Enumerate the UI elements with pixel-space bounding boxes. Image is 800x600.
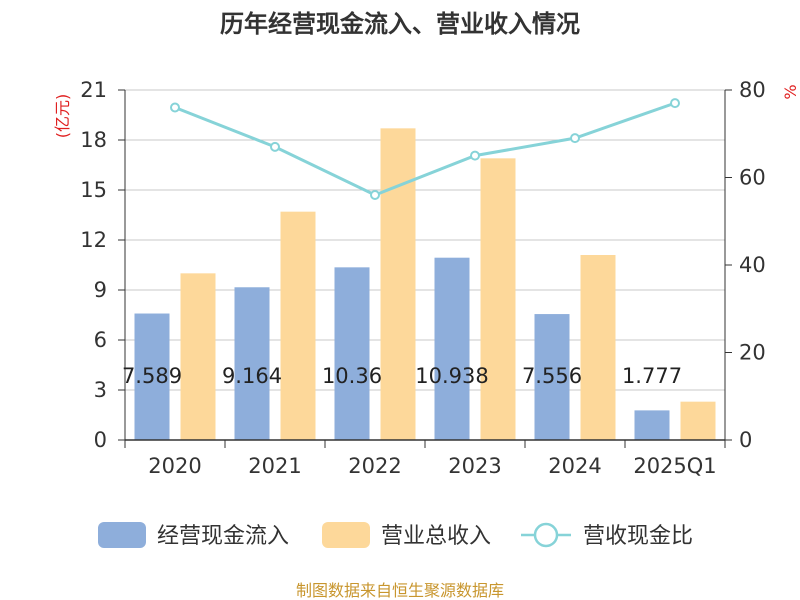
x-tick-label: 2020 — [148, 454, 201, 478]
y-right-unit-label: % — [781, 84, 800, 99]
bars — [134, 128, 716, 441]
bar-cash-inflow — [534, 314, 570, 440]
bar-revenue — [280, 211, 316, 440]
x-tick-label: 2023 — [448, 454, 501, 478]
bar-cash-inflow — [634, 410, 670, 440]
line-series — [170, 98, 680, 200]
axes: 0 3 6 9 12 15 18 21 0 20 40 60 80 2020 2021 2022 2023 202… — [80, 78, 765, 478]
y-right-tick-label: 60 — [739, 166, 766, 190]
legend-swatch-ratio-marker — [533, 522, 559, 548]
y-left-unit-label: (亿元) — [53, 94, 72, 139]
bar-revenue — [180, 273, 216, 440]
legend: 经营现金流入 营业总收入 营收现金比 — [98, 522, 693, 549]
data-label-cash-inflow: 10.36 — [322, 364, 382, 388]
y-left-tick-label: 18 — [80, 128, 107, 152]
y-left-tick-label: 6 — [94, 328, 107, 352]
bar-cash-inflow — [234, 287, 270, 440]
data-labels: 7.589 9.164 10.36 10.938 7.556 1.777 — [122, 364, 682, 388]
bar-revenue — [480, 158, 516, 441]
data-label-cash-inflow: 7.589 — [122, 364, 182, 388]
ratio-point — [670, 98, 680, 109]
x-tick-label: 2024 — [548, 454, 601, 478]
legend-label-ratio: 营收现金比 — [583, 524, 693, 549]
data-label-cash-inflow: 1.777 — [622, 364, 682, 388]
y-right-tick-label: 0 — [739, 428, 752, 452]
y-right-tick-label: 80 — [739, 78, 766, 102]
ratio-line — [174, 101, 676, 197]
legend-swatch-cash-inflow — [98, 522, 146, 548]
y-left-tick-label: 15 — [80, 178, 107, 202]
x-tick-label: 2025Q1 — [633, 454, 716, 478]
bar-cash-inflow — [434, 257, 470, 440]
x-tick-label: 2022 — [348, 454, 401, 478]
source-note: 制图数据来自恒生聚源数据库 — [296, 581, 504, 600]
y-left-tick-label: 9 — [94, 278, 107, 302]
ratio-point — [370, 190, 380, 200]
y-left-tick-label: 21 — [80, 78, 107, 102]
bar-cash-inflow — [134, 313, 170, 440]
data-label-cash-inflow: 9.164 — [222, 364, 282, 388]
legend-label-cash-inflow: 经营现金流入 — [157, 524, 289, 549]
y-left-tick-label: 3 — [94, 378, 107, 402]
ratio-point — [270, 141, 280, 152]
legend-label-revenue: 营业总收入 — [381, 524, 491, 549]
data-label-cash-inflow: 10.938 — [415, 364, 488, 388]
y-right-tick-label: 40 — [739, 253, 766, 277]
legend-swatch-revenue — [322, 522, 370, 548]
ratio-point — [170, 102, 180, 113]
y-left-tick-label: 12 — [80, 228, 107, 252]
gridlines — [125, 89, 725, 391]
y-left-tick-label: 0 — [94, 428, 107, 452]
bar-cash-inflow — [334, 267, 370, 440]
ratio-point — [470, 150, 480, 161]
data-label-cash-inflow: 7.556 — [522, 364, 582, 388]
bar-revenue — [680, 401, 716, 440]
ratio-point — [570, 133, 580, 144]
x-tick-label: 2021 — [248, 454, 301, 478]
chart-title: 历年经营现金流入、营业收入情况 — [220, 10, 580, 38]
bar-revenue — [580, 255, 616, 440]
bar-revenue — [380, 128, 416, 441]
y-right-tick-label: 20 — [739, 341, 766, 365]
